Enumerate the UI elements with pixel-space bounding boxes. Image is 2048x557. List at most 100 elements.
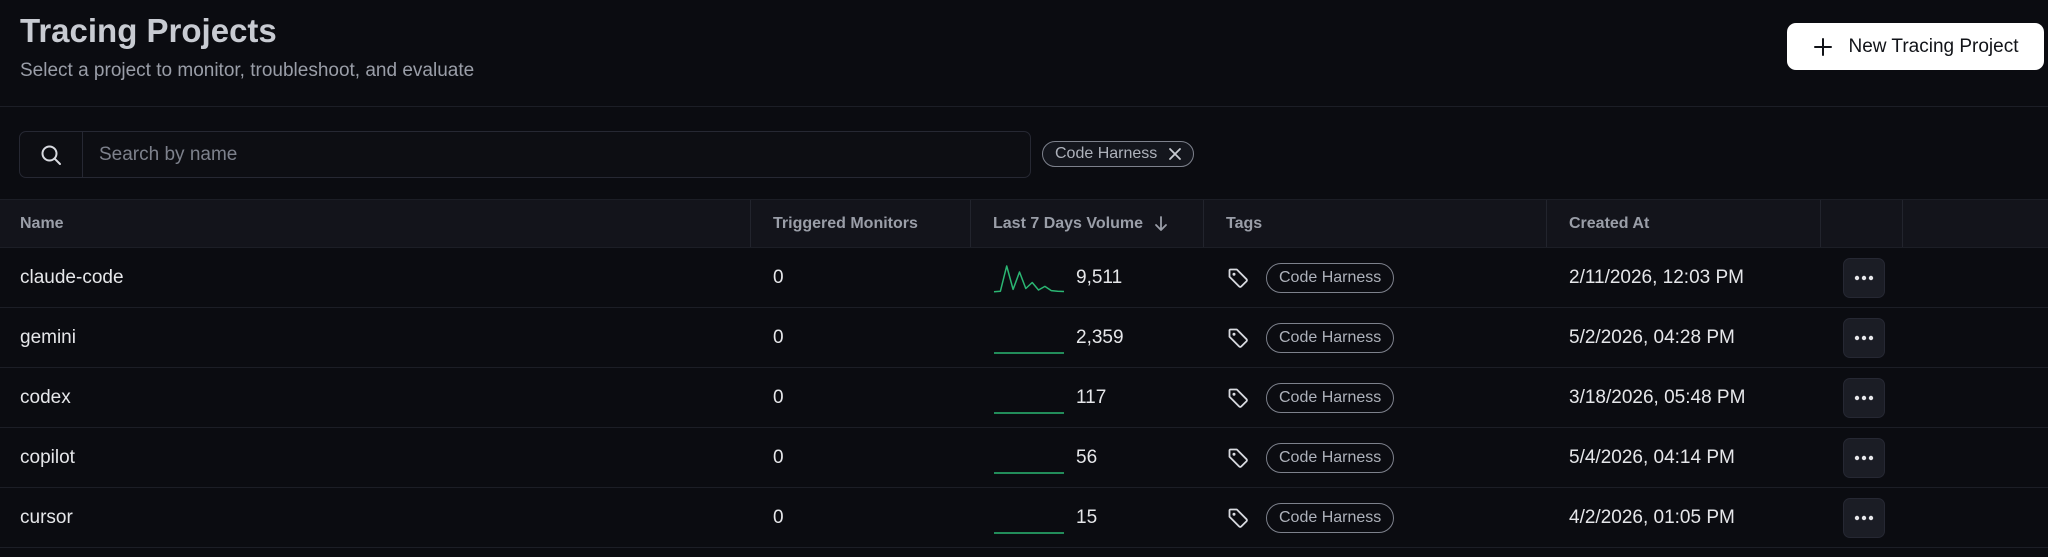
tags-cell: Code Harness	[1204, 428, 1547, 487]
volume-count: 2,359	[1076, 326, 1124, 348]
row-spacer	[1903, 428, 2048, 487]
arrow-down-icon	[1155, 215, 1167, 231]
project-name-cell[interactable]: codex	[0, 368, 751, 427]
volume-sparkline	[993, 264, 1065, 293]
column-header-last-7-days-volume[interactable]: Last 7 Days Volume	[971, 200, 1204, 247]
triggered-monitors-count: 0	[773, 506, 784, 528]
created-at-cell: 3/18/2026, 05:48 PM	[1547, 368, 1821, 427]
created-at-cell: 2/11/2026, 12:03 PM	[1547, 248, 1821, 307]
row-actions-button[interactable]	[1843, 497, 1885, 538]
project-name[interactable]: gemini	[20, 326, 76, 348]
created-at: 4/2/2026, 01:05 PM	[1569, 506, 1735, 528]
volume-count: 117	[1076, 386, 1107, 408]
volume-count: 15	[1076, 506, 1098, 528]
project-name-cell[interactable]: cursor	[0, 488, 751, 547]
search-button[interactable]	[20, 132, 83, 177]
volume-sparkline	[994, 351, 1064, 354]
sparkline-path	[993, 264, 1065, 293]
column-header-label: Triggered Monitors	[773, 214, 918, 232]
volume-cell: 2,359	[971, 308, 1204, 367]
triggered-monitors-count: 0	[773, 326, 784, 348]
tags-cell: Code Harness	[1204, 488, 1547, 547]
project-name-cell[interactable]: claude-code	[0, 248, 751, 307]
created-at-cell: 4/2/2026, 01:05 PM	[1547, 488, 1821, 547]
project-name-cell[interactable]: gemini	[0, 308, 751, 367]
table-row[interactable]: cursor 0 15 Code Harness 4/2/2026, 01:05…	[0, 488, 2048, 548]
table-row[interactable]: copilot 0 56 Code Harness 5/4/2026, 04:1…	[0, 428, 2048, 488]
column-header-spacer	[1903, 200, 2048, 247]
plus-icon	[1814, 37, 1833, 56]
volume-cell: 9,511	[971, 248, 1204, 307]
column-header-triggered-monitors[interactable]: Triggered Monitors	[751, 200, 971, 247]
triggered-monitors-count: 0	[773, 446, 784, 468]
filter-chip-code-harness: Code Harness	[1042, 141, 1195, 167]
more-horizontal-icon	[1854, 275, 1874, 280]
row-spacer	[1903, 308, 2048, 367]
tags-cell: Code Harness	[1204, 368, 1547, 427]
row-actions-button[interactable]	[1843, 377, 1885, 418]
search-input[interactable]	[83, 132, 1030, 177]
volume-sparkline	[994, 531, 1064, 534]
table-row[interactable]: codex 0 117 Code Harness 3/18/2026, 05:4…	[0, 368, 2048, 428]
created-at: 5/4/2026, 04:14 PM	[1569, 446, 1735, 468]
tag-icon[interactable]	[1226, 326, 1250, 350]
tag-icon[interactable]	[1226, 506, 1250, 530]
volume-cell: 117	[971, 368, 1204, 427]
column-header-tags[interactable]: Tags	[1204, 200, 1547, 247]
table-row[interactable]: claude-code 0 9,511 Code Harness 2/11/20…	[0, 248, 2048, 308]
created-at: 5/2/2026, 04:28 PM	[1569, 326, 1735, 348]
projects-table: Name Triggered Monitors Last 7 Days Volu…	[0, 199, 2048, 548]
column-header-actions	[1821, 200, 1903, 247]
project-name[interactable]: cursor	[20, 506, 73, 528]
search-box	[19, 131, 1031, 178]
row-actions-cell	[1821, 248, 1903, 307]
row-spacer	[1903, 488, 2048, 547]
row-actions-button[interactable]	[1843, 317, 1885, 358]
column-header-label: Tags	[1226, 214, 1263, 232]
close-icon[interactable]	[1167, 146, 1183, 162]
triggered-monitors-cell: 0	[751, 368, 971, 427]
toolbar: Code Harness	[0, 107, 2048, 199]
new-tracing-project-button[interactable]: New Tracing Project	[1787, 23, 2044, 70]
table-header: Name Triggered Monitors Last 7 Days Volu…	[0, 199, 2048, 248]
search-icon	[41, 145, 61, 165]
project-name[interactable]: codex	[20, 386, 71, 408]
tag-chip: Code Harness	[1266, 322, 1395, 353]
triggered-monitors-count: 0	[773, 386, 784, 408]
more-horizontal-icon	[1854, 395, 1874, 400]
column-header-label: Name	[20, 214, 64, 232]
row-actions-button[interactable]	[1843, 257, 1885, 298]
created-at: 2/11/2026, 12:03 PM	[1569, 266, 1744, 288]
more-horizontal-icon	[1854, 335, 1874, 340]
volume-cell: 15	[971, 488, 1204, 547]
row-spacer	[1903, 368, 2048, 427]
created-at-cell: 5/4/2026, 04:14 PM	[1547, 428, 1821, 487]
volume-sparkline	[994, 411, 1064, 414]
tag-icon[interactable]	[1226, 386, 1250, 410]
tag-icon[interactable]	[1226, 266, 1250, 290]
project-name[interactable]: copilot	[20, 446, 75, 468]
column-header-created-at[interactable]: Created At	[1547, 200, 1821, 247]
row-spacer	[1903, 248, 2048, 307]
column-header-label: Last 7 Days Volume	[993, 214, 1143, 232]
more-horizontal-icon	[1854, 455, 1874, 460]
column-header-label: Created At	[1569, 214, 1650, 232]
row-actions-cell	[1821, 428, 1903, 487]
column-header-name[interactable]: Name	[0, 200, 751, 247]
new-tracing-project-label: New Tracing Project	[1848, 35, 2019, 57]
triggered-monitors-count: 0	[773, 266, 784, 288]
tags-cell: Code Harness	[1204, 248, 1547, 307]
project-name[interactable]: claude-code	[20, 266, 124, 288]
triggered-monitors-cell: 0	[751, 488, 971, 547]
tag-icon[interactable]	[1226, 446, 1250, 470]
filter-chip-label: Code Harness	[1055, 145, 1158, 162]
created-at-cell: 5/2/2026, 04:28 PM	[1547, 308, 1821, 367]
tag-chip: Code Harness	[1266, 442, 1395, 473]
table-row[interactable]: gemini 0 2,359 Code Harness 5/2/2026, 04…	[0, 308, 2048, 368]
triggered-monitors-cell: 0	[751, 248, 971, 307]
project-name-cell[interactable]: copilot	[0, 428, 751, 487]
triggered-monitors-cell: 0	[751, 308, 971, 367]
page-subtitle: Select a project to monitor, troubleshoo…	[20, 60, 475, 81]
row-actions-button[interactable]	[1843, 437, 1885, 478]
tags-cell: Code Harness	[1204, 308, 1547, 367]
